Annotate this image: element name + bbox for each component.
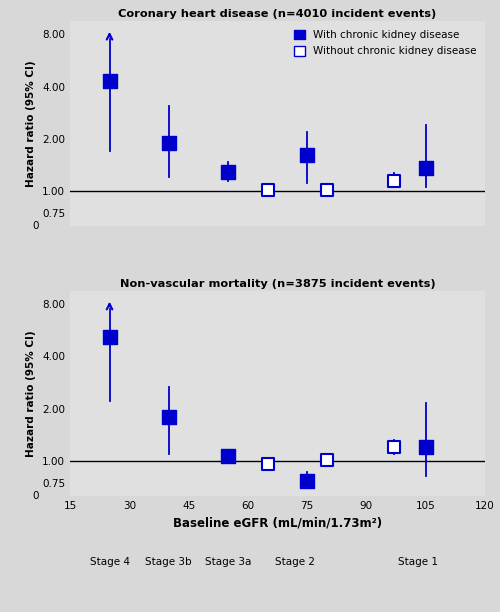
Point	[264, 459, 272, 469]
Text: 0: 0	[32, 221, 39, 231]
Text: Stage 2: Stage 2	[276, 557, 316, 567]
Text: 0: 0	[32, 491, 39, 501]
Title: Non-vascular mortality (n=3875 incident events): Non-vascular mortality (n=3875 incident …	[120, 279, 436, 289]
Point	[303, 150, 311, 160]
Point	[165, 412, 173, 422]
Legend: With chronic kidney disease, Without chronic kidney disease: With chronic kidney disease, Without chr…	[290, 26, 481, 61]
X-axis label: Baseline eGFR (mL/min/1.73m²): Baseline eGFR (mL/min/1.73m²)	[173, 516, 382, 529]
Text: Stage 4: Stage 4	[90, 557, 130, 567]
Point	[323, 455, 331, 465]
Point	[422, 163, 430, 173]
Point	[422, 442, 430, 452]
Text: Stage 3a: Stage 3a	[205, 557, 252, 567]
Point	[165, 138, 173, 147]
Point	[224, 451, 232, 461]
Text: Stage 3b: Stage 3b	[146, 557, 192, 567]
Point	[264, 185, 272, 195]
Title: Coronary heart disease (n=4010 incident events): Coronary heart disease (n=4010 incident …	[118, 9, 436, 19]
Text: Stage 1: Stage 1	[398, 557, 438, 567]
Y-axis label: Hazard ratio (95% CI): Hazard ratio (95% CI)	[26, 330, 36, 457]
Point	[303, 476, 311, 485]
Y-axis label: Hazard ratio (95% CI): Hazard ratio (95% CI)	[26, 61, 36, 187]
Point	[323, 185, 331, 195]
Point	[390, 176, 398, 185]
Point	[224, 168, 232, 177]
Point	[106, 76, 114, 86]
Point	[390, 442, 398, 452]
Point	[106, 332, 114, 341]
